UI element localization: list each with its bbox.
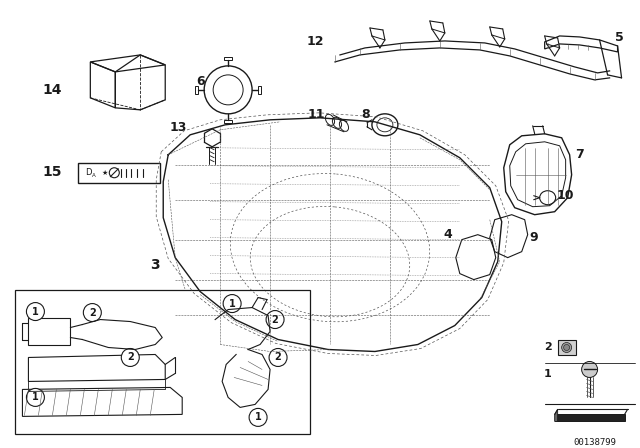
Circle shape bbox=[266, 310, 284, 328]
Text: 13: 13 bbox=[170, 121, 187, 134]
Text: ★: ★ bbox=[101, 170, 108, 176]
Text: 9: 9 bbox=[529, 231, 538, 244]
Text: 2: 2 bbox=[544, 342, 552, 353]
Circle shape bbox=[269, 349, 287, 366]
Circle shape bbox=[249, 409, 267, 426]
Text: 2: 2 bbox=[272, 314, 278, 324]
Text: 3: 3 bbox=[150, 258, 160, 271]
Circle shape bbox=[122, 349, 140, 366]
Circle shape bbox=[223, 295, 241, 313]
Text: 6: 6 bbox=[196, 75, 205, 88]
Text: 10: 10 bbox=[557, 189, 574, 202]
Polygon shape bbox=[555, 414, 625, 422]
Circle shape bbox=[26, 388, 44, 406]
Text: 14: 14 bbox=[43, 83, 62, 97]
Bar bbox=[15, 289, 310, 435]
Bar bbox=[28, 318, 70, 345]
Circle shape bbox=[562, 343, 572, 353]
Text: 2: 2 bbox=[89, 307, 96, 318]
Text: D: D bbox=[85, 168, 92, 177]
Text: 7: 7 bbox=[575, 148, 584, 161]
Bar bbox=[557, 340, 575, 355]
Text: 00138799: 00138799 bbox=[573, 438, 616, 447]
Text: 4: 4 bbox=[444, 228, 452, 241]
Text: 1: 1 bbox=[255, 413, 262, 422]
Text: 12: 12 bbox=[307, 35, 324, 48]
Text: 1: 1 bbox=[228, 298, 236, 309]
Circle shape bbox=[564, 345, 570, 350]
Text: 5: 5 bbox=[615, 31, 624, 44]
Bar bbox=[78, 163, 160, 183]
Text: 1: 1 bbox=[32, 306, 39, 317]
Text: 1: 1 bbox=[32, 392, 39, 402]
Polygon shape bbox=[555, 409, 557, 422]
Text: 1: 1 bbox=[544, 370, 552, 379]
Text: 2: 2 bbox=[127, 353, 134, 362]
Text: 8: 8 bbox=[362, 108, 371, 121]
Text: 11: 11 bbox=[307, 108, 324, 121]
Circle shape bbox=[83, 304, 101, 322]
Circle shape bbox=[26, 302, 44, 320]
Text: 2: 2 bbox=[275, 353, 282, 362]
Circle shape bbox=[582, 362, 598, 378]
Text: A: A bbox=[92, 173, 95, 178]
Text: 15: 15 bbox=[43, 165, 62, 179]
